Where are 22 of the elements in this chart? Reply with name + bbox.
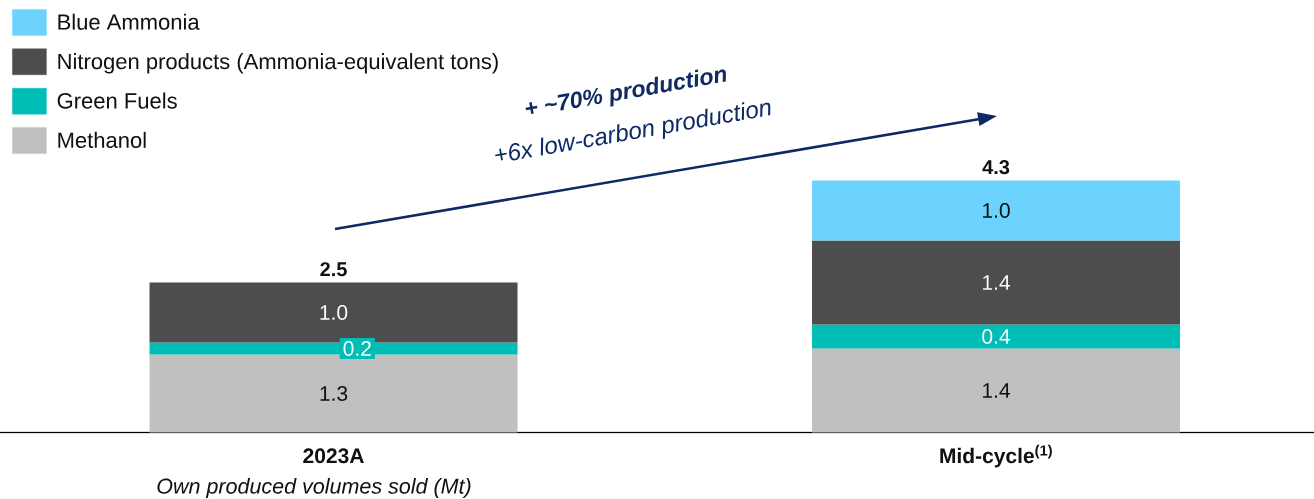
total-label: 4.3 (982, 160, 1010, 175)
x-tick-label: 2023A (303, 448, 364, 464)
data-label: 1.4 (983, 275, 1010, 290)
data-label: 1.3 (320, 386, 348, 401)
bar (149, 282, 518, 343)
bar (812, 180, 1181, 241)
bar (149, 354, 518, 433)
x-tick-label: Mid-cycle$^{(1)}$ (940, 444, 1052, 468)
legend-label: Methanol (58, 131, 146, 149)
data-label: 0.4 (982, 329, 1010, 344)
data-label: 0.2 (343, 341, 371, 356)
bar (812, 240, 1181, 325)
data-label: 1.0 (983, 203, 1010, 218)
bar (812, 348, 1181, 433)
legend-label: Nitrogen products (Ammonia-equivalent tons) (58, 53, 498, 74)
text: Own produced volumes sold (Mt) (157, 477, 471, 499)
legend-label: Green Fuels (57, 92, 177, 109)
total-label: 2.5 (320, 262, 347, 277)
data-label: 1.0 (320, 305, 348, 320)
data-label: 1.4 (983, 383, 1010, 398)
legend-label: Blue Ammonia (58, 13, 200, 30)
bar (812, 324, 1181, 349)
